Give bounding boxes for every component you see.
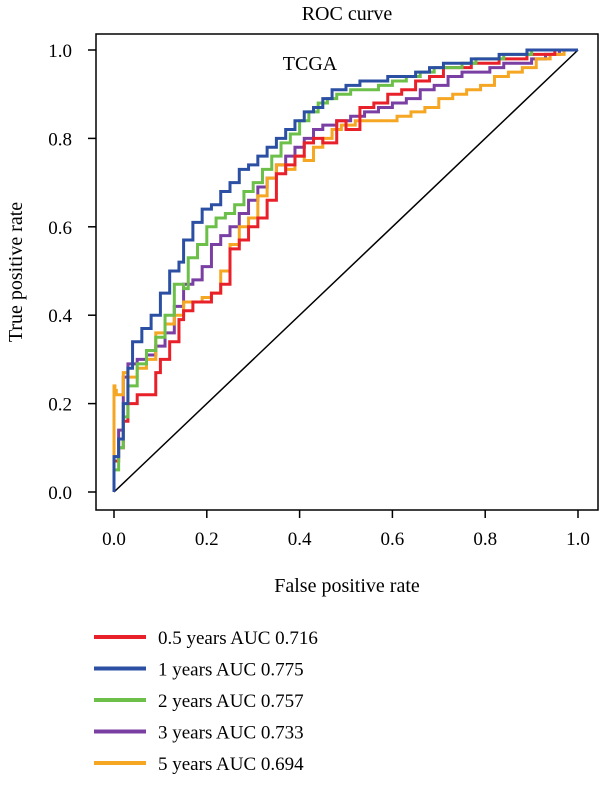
series-line-3 [112,48,578,492]
roc-series [112,48,578,492]
legend-label: 0.5 years AUC 0.716 [158,628,318,649]
y-tick-label: 0.6 [48,218,72,239]
reference-diagonal-line [113,49,579,493]
y-tick-label: 0.2 [48,395,72,416]
chart-annotation: TCGA [283,53,338,75]
legend-label: 1 years AUC 0.775 [158,660,304,681]
y-axis: 0.0 0.2 0.4 0.6 0.8 1.0 [48,41,96,504]
y-tick-label: 0.4 [48,306,72,327]
y-tick-label: 0.8 [48,129,72,150]
y-tick-label: 1.0 [48,41,72,62]
x-tick-label: 1.0 [566,529,590,550]
chart-title: ROC curve [302,3,393,25]
x-tick-label: 0.0 [102,529,126,550]
legend-label: 2 years AUC 0.757 [158,691,304,712]
legend-label: 3 years AUC 0.733 [158,723,304,744]
x-tick-label: 0.4 [288,529,312,550]
y-axis-label: True positive rate [5,202,27,342]
series-line-4 [112,48,578,492]
x-tick-label: 0.2 [195,529,219,550]
x-axis-label: False positive rate [274,575,420,597]
x-tick-label: 0.6 [381,529,405,550]
plot-frame [95,33,599,511]
x-axis: 0.0 0.2 0.4 0.6 0.8 1.0 [102,510,590,550]
x-tick-label: 0.8 [473,529,497,550]
series-line-1 [112,48,578,492]
y-tick-label: 0.0 [48,483,72,504]
legend: 0.5 years AUC 0.716 1 years AUC 0.775 2 ye… [94,628,318,775]
legend-label: 5 years AUC 0.694 [158,754,304,775]
